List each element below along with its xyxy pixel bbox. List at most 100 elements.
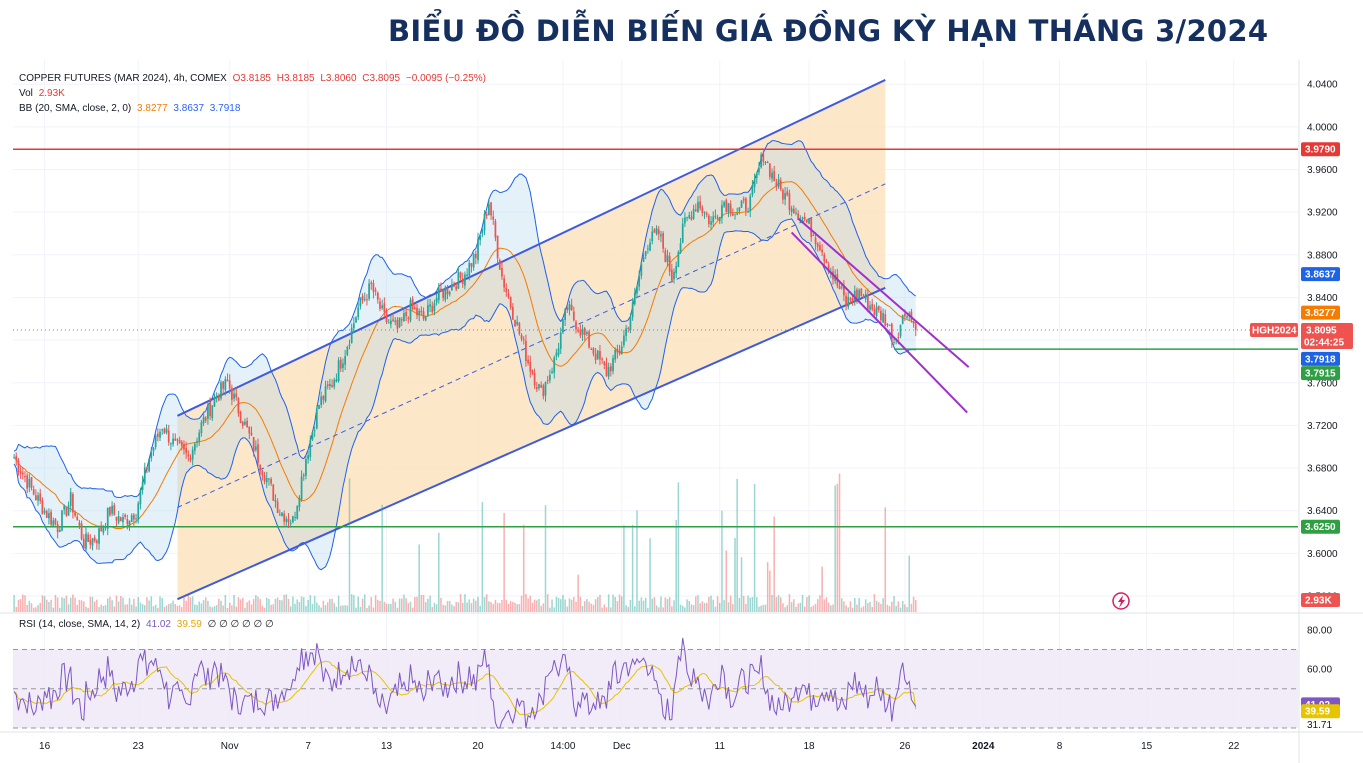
candle-body <box>871 303 874 310</box>
volume-bar <box>638 600 640 612</box>
volume-bar <box>631 524 634 612</box>
candle-body <box>422 311 425 319</box>
volume-bar <box>666 599 669 612</box>
volume-bar <box>316 602 318 612</box>
candle-body <box>294 516 296 518</box>
candle-body <box>146 467 148 470</box>
volume-bar <box>738 597 741 612</box>
volume-bar <box>37 605 39 612</box>
volume-bar <box>864 599 867 612</box>
candle-body <box>429 304 431 307</box>
candle-body <box>235 393 238 398</box>
price-tick-label: 3.8400 <box>1307 293 1338 304</box>
bollinger-label[interactable]: BB (20, SMA, close, 2, 0) <box>19 103 132 114</box>
volume-bar <box>111 600 113 612</box>
volume-bar <box>603 604 606 612</box>
candle-body <box>795 212 797 214</box>
candle-body <box>119 517 122 522</box>
candle-body <box>276 501 279 514</box>
volume-bar <box>285 594 288 612</box>
candle-body <box>403 313 405 322</box>
volume-bar <box>782 603 784 612</box>
volume-bar <box>433 602 436 612</box>
volume-bar <box>740 557 743 612</box>
candle-body <box>28 478 31 488</box>
candle-body <box>187 454 190 457</box>
volume-bar <box>540 605 542 612</box>
volume-bar <box>481 501 484 612</box>
candle-body <box>535 387 538 390</box>
volume-bar <box>152 606 155 612</box>
volume-bar <box>529 595 532 612</box>
volume-bar <box>209 606 211 612</box>
volume-bar <box>83 601 85 612</box>
candle-body <box>605 363 608 376</box>
candle-body <box>217 395 220 401</box>
volume-bar <box>300 596 303 612</box>
volume-bar <box>877 602 880 612</box>
rsi-label[interactable]: RSI (14, close, SMA, 14, 2) <box>19 619 141 630</box>
candle-body <box>287 519 290 523</box>
volume-bar <box>405 598 407 612</box>
volume-bar <box>357 596 359 612</box>
candle-body <box>329 383 331 387</box>
candle-body <box>901 314 904 324</box>
volume-bar <box>769 570 771 612</box>
volume-bar <box>403 594 405 612</box>
volume-bar <box>213 606 216 612</box>
candle-body <box>525 340 527 362</box>
volume-bar <box>729 595 732 612</box>
volume-bar <box>377 599 379 612</box>
candle-body <box>252 437 255 452</box>
volume-bar <box>255 595 257 612</box>
candle-body <box>845 295 847 306</box>
volume-bar <box>422 594 425 612</box>
volume-bar <box>821 566 823 612</box>
candle-body <box>385 310 388 322</box>
candle-body <box>204 417 207 421</box>
candle-body <box>808 218 810 224</box>
volume-bar <box>72 594 74 612</box>
candle-body <box>200 422 203 434</box>
price-axis: 4.0400 4.0000 3.9600 3.9200 3.8800 3.8400 3.80… <box>1250 80 1353 731</box>
candle-body <box>156 433 159 437</box>
candle-body <box>82 538 85 549</box>
candle-body <box>596 350 599 359</box>
volume-bar <box>69 597 72 612</box>
volume-bar <box>438 532 440 612</box>
lightning-icon[interactable] <box>1112 592 1130 610</box>
volume-bar <box>368 605 370 612</box>
volume-bar <box>520 595 523 612</box>
candle-body <box>298 497 301 508</box>
candle-body <box>289 523 292 525</box>
candle-body <box>511 306 514 320</box>
candle-body <box>843 285 845 296</box>
volume-bar <box>893 596 895 612</box>
candle-body <box>869 305 871 310</box>
candle-body <box>653 229 656 233</box>
volume-bar <box>24 595 26 612</box>
volume-bar <box>801 594 804 612</box>
candle-body <box>464 274 466 286</box>
volume-bar <box>793 599 795 612</box>
volume-bar <box>459 594 462 612</box>
bollinger-basis-value: 3.8277 <box>137 103 168 114</box>
candle-body <box>507 293 510 298</box>
volume-bar <box>242 597 244 612</box>
volume-bar <box>331 598 333 612</box>
candle-body <box>758 168 760 173</box>
volume-bar <box>847 607 850 612</box>
candle-body <box>642 256 645 262</box>
candle-body <box>17 460 20 472</box>
volume-bar <box>372 607 375 612</box>
volume-label[interactable]: Vol <box>19 88 33 99</box>
symbol-name[interactable]: COPPER FUTURES (MAR 2024), 4h, COMEX <box>19 73 227 84</box>
volume-bar <box>392 598 394 612</box>
volume-bar <box>359 606 362 612</box>
bollinger-legend: BB (20, SMA, close, 2, 0) 3.8277 3.8637 … <box>19 103 243 114</box>
volume-bar <box>196 604 198 612</box>
volume-bar <box>494 599 497 612</box>
candle-body <box>601 359 604 361</box>
candle-body <box>45 511 48 518</box>
